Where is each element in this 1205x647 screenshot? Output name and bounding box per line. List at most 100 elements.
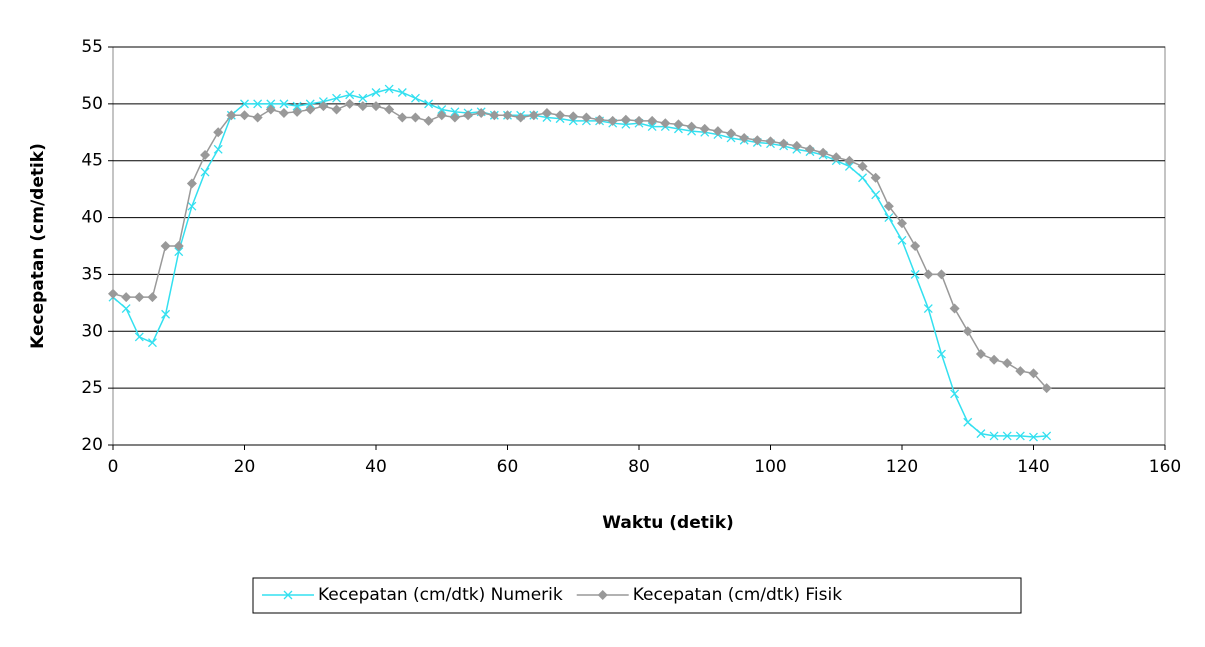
- point: [844, 161, 854, 171]
- y-axis-title: Kecepatan (cm/detik): [28, 143, 48, 349]
- y-tick-label: 45: [81, 151, 103, 171]
- point: [883, 201, 894, 212]
- point: [910, 241, 921, 251]
- x-tick-label: 20: [234, 457, 256, 477]
- point: [752, 135, 763, 146]
- x-tick-label: 80: [628, 457, 650, 477]
- point: [436, 110, 447, 121]
- point: [345, 90, 355, 100]
- point: [686, 121, 697, 132]
- point: [186, 178, 197, 189]
- point: [463, 110, 474, 121]
- point: [1015, 366, 1026, 377]
- legend-marker: [597, 590, 608, 600]
- point: [161, 309, 171, 319]
- point: [174, 247, 184, 257]
- point: [252, 112, 263, 123]
- y-tick-label: 25: [81, 378, 103, 398]
- x-tick-label: 100: [754, 457, 786, 477]
- point: [1015, 431, 1025, 441]
- y-tick-label: 55: [81, 37, 103, 57]
- point: [384, 104, 395, 115]
- point: [594, 114, 605, 125]
- point: [541, 107, 552, 118]
- point: [962, 326, 973, 337]
- point: [870, 172, 881, 183]
- point: [437, 105, 447, 115]
- y-tick-label: 20: [81, 435, 103, 455]
- point: [240, 99, 249, 109]
- legend-marker: [283, 590, 293, 600]
- point: [147, 292, 158, 303]
- point: [897, 218, 907, 229]
- point: [1002, 431, 1012, 441]
- point: [279, 99, 289, 109]
- point: [371, 88, 381, 97]
- point: [673, 119, 684, 130]
- point: [134, 292, 145, 303]
- point: [818, 147, 829, 158]
- point: [292, 106, 303, 117]
- point: [936, 349, 946, 359]
- point: [410, 93, 420, 103]
- point: [1042, 431, 1052, 441]
- x-tick-label: 140: [1017, 457, 1049, 477]
- x-tick-label: 40: [365, 457, 387, 477]
- point: [607, 115, 618, 126]
- point: [226, 110, 237, 121]
- y-tick-label: 40: [81, 208, 103, 228]
- point: [449, 112, 460, 123]
- point: [528, 110, 539, 121]
- point: [266, 99, 276, 109]
- point: [555, 110, 566, 121]
- point: [502, 110, 513, 121]
- point: [397, 112, 408, 123]
- point: [765, 136, 776, 147]
- point: [331, 104, 342, 115]
- point: [712, 126, 723, 137]
- point: [989, 354, 1000, 365]
- series-line: [112, 88, 1047, 438]
- point: [278, 107, 289, 118]
- point: [778, 138, 789, 149]
- point: [397, 88, 407, 97]
- point: [424, 99, 434, 109]
- point: [844, 155, 855, 166]
- point: [213, 127, 224, 138]
- point: [923, 269, 934, 280]
- x-tick-label: 0: [108, 457, 119, 477]
- point: [200, 167, 210, 177]
- point: [950, 389, 960, 399]
- point: [305, 99, 315, 109]
- point: [871, 190, 881, 200]
- point: [1028, 368, 1039, 379]
- point: [647, 122, 657, 132]
- point: [910, 269, 920, 279]
- point: [581, 112, 592, 123]
- point: [660, 118, 671, 129]
- point: [568, 111, 579, 122]
- legend-label: Kecepatan (cm/dtk) Numerik: [318, 585, 563, 605]
- point: [975, 349, 986, 360]
- point: [739, 132, 750, 143]
- point: [108, 288, 118, 299]
- point: [239, 110, 250, 121]
- point: [121, 304, 131, 314]
- point: [292, 101, 302, 111]
- point: [450, 107, 460, 117]
- point: [344, 98, 355, 109]
- legend: [252, 577, 1022, 614]
- point: [1002, 358, 1013, 369]
- point: [831, 152, 842, 163]
- y-tick-label: 35: [81, 264, 103, 284]
- point: [923, 304, 933, 314]
- point: [515, 112, 526, 123]
- point: [936, 269, 947, 280]
- point: [647, 115, 658, 126]
- point: [384, 84, 394, 94]
- point: [332, 93, 342, 103]
- point: [147, 338, 157, 348]
- point: [791, 140, 802, 151]
- x-tick-label: 120: [886, 457, 918, 477]
